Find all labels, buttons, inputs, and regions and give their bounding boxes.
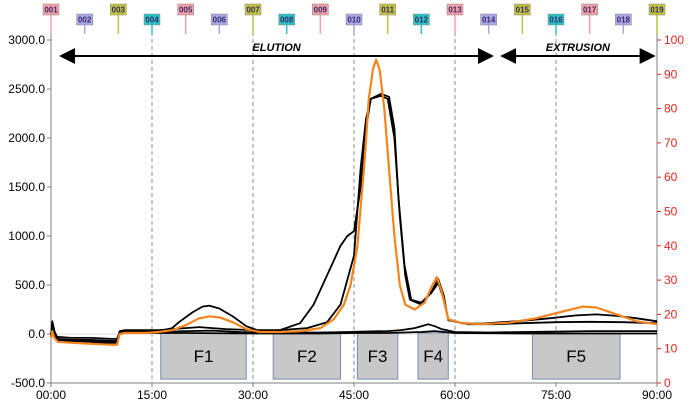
event-marker-flag xyxy=(547,13,565,26)
event-marker-label: 015 xyxy=(516,6,530,15)
event-marker-flag xyxy=(244,3,262,16)
event-marker-flag xyxy=(278,13,295,26)
right-tick-label: 100 xyxy=(664,33,684,47)
event-marker-flag xyxy=(177,3,194,16)
event-marker-label: 007 xyxy=(246,6,260,15)
event-marker-flag xyxy=(312,3,329,16)
event-marker-label: 011 xyxy=(381,6,394,15)
right-tick-label: 20 xyxy=(664,307,678,321)
event-marker-flag xyxy=(211,13,228,26)
fraction-label: F1 xyxy=(194,347,214,366)
fraction-label: F5 xyxy=(566,347,586,366)
event-marker-flag xyxy=(648,3,666,16)
event-marker-flag xyxy=(76,13,93,26)
right-tick-label: 30 xyxy=(664,273,678,287)
right-tick-label: 10 xyxy=(664,342,678,356)
event-marker-flag xyxy=(143,13,161,26)
event-marker-flag xyxy=(345,13,363,26)
event-marker-flag xyxy=(446,3,464,16)
right-tick-label: 60 xyxy=(664,170,678,184)
left-tick-label: 2000.0 xyxy=(8,131,45,145)
left-tick-label: 1500.0 xyxy=(8,180,45,194)
event-marker-label: 005 xyxy=(179,6,193,15)
right-tick-label: 40 xyxy=(664,239,678,253)
event-marker-label: 006 xyxy=(213,16,227,25)
series-line-4 xyxy=(50,330,657,340)
event-marker-flag xyxy=(413,13,430,26)
x-tick-label: 00:00 xyxy=(36,388,66,402)
event-marker-label: 001 xyxy=(44,6,58,15)
x-tick-label: 45:00 xyxy=(339,388,369,402)
fraction-box xyxy=(160,332,247,380)
x-tick-label: 30:00 xyxy=(238,388,268,402)
series-line-5 xyxy=(49,58,658,346)
event-marker-flag xyxy=(514,3,531,16)
x-tick-label: 15:00 xyxy=(137,388,167,402)
x-tick-label: 90:00 xyxy=(642,388,672,402)
event-marker-label: 002 xyxy=(78,16,92,25)
series-line-3 xyxy=(50,323,657,343)
event-marker-label: 009 xyxy=(314,6,328,15)
event-marker-label: 014 xyxy=(482,16,496,25)
event-marker-flag xyxy=(379,3,396,16)
event-marker-flag xyxy=(615,13,632,26)
event-marker-label: 012 xyxy=(415,16,429,25)
right-tick-label: 50 xyxy=(664,205,678,219)
event-marker-label: 013 xyxy=(448,6,462,15)
event-marker-label: 017 xyxy=(583,6,597,15)
x-tick-label: 75:00 xyxy=(541,388,571,402)
event-marker-flag xyxy=(581,3,598,16)
left-tick-label: 3000.0 xyxy=(8,33,45,47)
event-marker-label: 008 xyxy=(280,16,294,25)
x-tick-label: 60:00 xyxy=(440,388,470,402)
left-tick-label: 1000.0 xyxy=(8,229,45,243)
event-marker-label: 019 xyxy=(650,6,664,15)
right-tick-label: 70 xyxy=(664,136,678,150)
right-tick-label: 90 xyxy=(664,67,678,81)
event-marker-flag xyxy=(42,3,60,16)
fraction-box xyxy=(531,332,621,380)
right-tick-label: 80 xyxy=(664,102,678,116)
event-marker-flag xyxy=(480,13,497,26)
left-tick-label: 500.0 xyxy=(15,278,45,292)
event-marker-label: 016 xyxy=(549,16,563,25)
event-marker-label: 003 xyxy=(112,6,126,15)
event-marker-label: 010 xyxy=(347,16,361,25)
section-label: ELUTION xyxy=(252,42,301,54)
fraction-label: F3 xyxy=(368,347,388,366)
left-tick-label: -500.0 xyxy=(11,376,45,390)
section-label: EXTRUSION xyxy=(546,42,611,54)
left-tick-label: 0.0 xyxy=(28,327,45,341)
fraction-label: F2 xyxy=(297,347,317,366)
event-marker-label: 004 xyxy=(145,16,159,25)
event-marker-label: 018 xyxy=(617,16,631,25)
fraction-box xyxy=(272,332,342,380)
fraction-box xyxy=(417,332,449,380)
fraction-box xyxy=(356,332,399,380)
right-tick-label: 0 xyxy=(664,376,671,390)
left-tick-label: 2500.0 xyxy=(8,82,45,96)
fraction-label: F4 xyxy=(423,347,443,366)
event-marker-flag xyxy=(110,3,127,16)
